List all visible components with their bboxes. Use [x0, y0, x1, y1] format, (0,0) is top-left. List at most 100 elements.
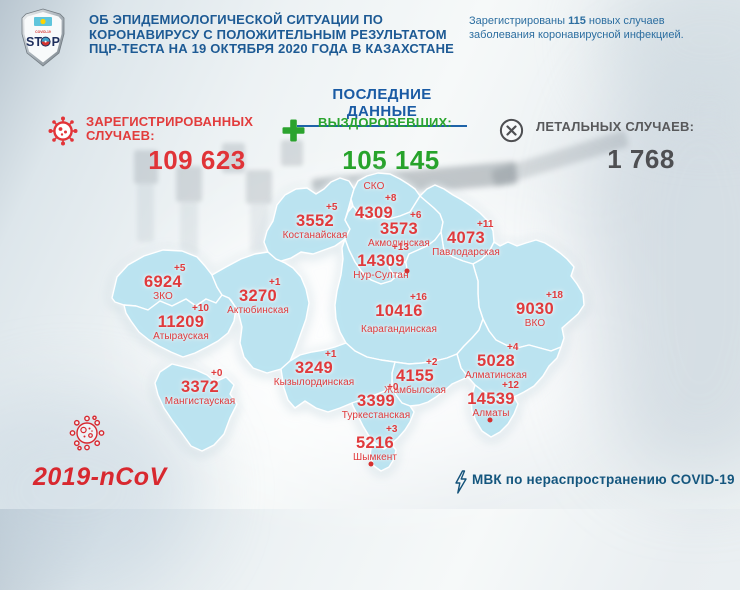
test-tube-shape	[222, 143, 245, 173]
new-cases-note: Зарегистрированы 115 новых случаев забол…	[469, 15, 699, 42]
region-label-turkestan: +0 3399 Туркестанская	[341, 383, 411, 422]
region-value: 3249	[295, 359, 333, 377]
region-value: 9030	[516, 300, 554, 318]
virus-icon	[46, 114, 80, 153]
region-label-nursultan: +13 14309 Нур-Султан	[353, 243, 409, 282]
map-region-mangystau	[154, 363, 238, 452]
region-value: 14539	[467, 390, 515, 408]
region-value: 3372	[181, 378, 219, 396]
new-cases-count: 115	[568, 15, 586, 27]
new-cases-text: заболевания коронавирусной инфекцией.	[469, 28, 684, 41]
new-cases-text: Зарегистрированы	[469, 15, 569, 27]
region-delta: +13	[391, 242, 409, 253]
region-delta: +16	[410, 292, 427, 303]
region-delta: +12	[501, 380, 519, 391]
region-delta: +5	[174, 263, 186, 274]
region-value: 3573	[380, 220, 418, 238]
region-label-almaty: +12 14539 Алматы	[467, 381, 519, 420]
region-value: 3552	[296, 212, 334, 230]
region-delta: +0	[387, 382, 399, 393]
region-name: Нур-Султан	[353, 270, 409, 281]
region-label-vko: +18 9030 ВКО	[516, 291, 563, 330]
region-value: 3270	[239, 287, 277, 305]
latest-data-heading: ПОСЛЕДНИЕ ДАННЫЕ	[297, 86, 467, 127]
region-delta: +2	[426, 357, 438, 368]
region-delta: +1	[324, 349, 337, 360]
region-delta: +1	[269, 277, 281, 288]
recovered-label: ВЫЗДОРОВЕВШИХ:	[318, 115, 452, 130]
region-label-kostanay: +5 3552 Костанайская	[283, 203, 348, 242]
label-line: ЗАРЕГИСТРИРОВАННЫХ	[86, 114, 254, 129]
map-region-atyrau	[123, 294, 237, 358]
region-name: Кызылординская	[273, 377, 355, 388]
region-label-karaganda: +16 10416 Карагандинская	[361, 293, 437, 336]
region-delta: +6	[409, 210, 422, 221]
title-line: ПЦР-ТЕСТА НА 19 ОКТЯБРЯ 2020 ГОДА В КАЗА…	[89, 41, 455, 56]
region-value: 11209	[157, 313, 205, 331]
region-name: Алматы	[472, 408, 510, 419]
map-region-nursultan	[388, 258, 408, 276]
svg-text:ST: ST	[26, 35, 42, 49]
circled-x-icon	[498, 117, 525, 149]
lethal-cases-value: 1 768	[607, 144, 675, 174]
region-delta: +0	[211, 368, 223, 379]
region-value: 5028	[477, 352, 515, 370]
region-delta: +3	[386, 424, 398, 435]
stop-covid-shield-logo: COVID-19 ST P	[21, 8, 65, 72]
region-delta: +4	[507, 342, 519, 353]
page-title: ОБ ЭПИДЕМИОЛОГИЧЕСКОЙ СИТУАЦИИ ПО КОРОНА…	[89, 12, 459, 57]
title-line: ОБ ЭПИДЕМИОЛОГИЧЕСКОЙ СИТУАЦИИ ПО	[89, 12, 384, 27]
region-name: Акмолинская	[368, 238, 430, 249]
region-value: 10416	[375, 302, 423, 320]
region-label-pavlodar: +11 4073 Павлодарская	[432, 220, 500, 259]
region-delta: +8	[385, 193, 397, 204]
map-region-almaty	[470, 384, 519, 438]
test-tube-shape	[281, 140, 303, 166]
region-name: Мангистауская	[164, 396, 236, 407]
region-name: Атырауская	[153, 331, 209, 342]
title-line: КОРОНАВИРУСУ С ПОЛОЖИТЕЛЬНЫМ РЕЗУЛЬТАТОМ	[89, 26, 447, 42]
region-value: 4309	[355, 204, 393, 222]
region-label-shymkent: +3 5216 Шымкент	[352, 425, 398, 464]
region-name: Шымкент	[352, 452, 398, 463]
test-tube-shape	[246, 170, 272, 204]
region-delta: +5	[325, 202, 338, 213]
region-name: СКО	[363, 181, 385, 192]
lightning-icon	[453, 470, 468, 499]
region-label-akmola: +6 3573 Акмолинская	[368, 211, 430, 250]
test-tube-shape	[137, 184, 154, 242]
region-label-aktobe: +1 3270 Актюбинская	[227, 278, 289, 317]
region-value: 14309	[357, 252, 405, 270]
region-value: 4073	[447, 229, 485, 247]
region-value: 5216	[356, 434, 394, 452]
region-name: ЗКО	[153, 291, 173, 302]
region-label-zhambyl: +2 4155 Жамбылская	[384, 358, 446, 397]
city-dot-almaty	[487, 417, 493, 423]
region-label-atyrau: +10 11209 Атырауская	[153, 304, 209, 343]
region-name: Алматинская	[464, 370, 528, 381]
region-name: Актюбинская	[227, 305, 289, 316]
region-name: ВКО	[524, 318, 546, 329]
recovered-value: 105 145	[342, 145, 440, 175]
kazakhstan-map	[111, 172, 585, 472]
city-dot-nursultan	[404, 268, 410, 274]
label-line: СЛУЧАЕВ:	[86, 128, 155, 143]
region-label-almaty-oblast: +4 5028 Алматинская	[464, 343, 528, 382]
lethal-cases-label: ЛЕТАЛЬНЫХ СЛУЧАЕВ:	[536, 119, 695, 134]
region-name: Туркестанская	[341, 410, 411, 421]
region-delta: +18	[546, 290, 563, 301]
region-value: 4155	[396, 367, 434, 385]
committee-label: МВК по нераспространению COVID-19	[472, 472, 735, 487]
region-value: 3399	[357, 392, 395, 410]
region-name: Павлодарская	[432, 247, 500, 258]
region-label-mangystau: +0 3372 Мангистауская	[164, 369, 236, 408]
map-region-shymkent	[369, 443, 397, 472]
region-delta: +11	[476, 219, 494, 230]
region-name: Жамбылская	[384, 385, 446, 396]
test-tube-shape	[176, 166, 202, 202]
virus-name-label: 2019-nCoV	[33, 463, 167, 491]
plus-icon	[280, 117, 307, 149]
registered-cases-value: 109 623	[148, 145, 246, 175]
svg-text:COVID-19: COVID-19	[35, 30, 51, 34]
